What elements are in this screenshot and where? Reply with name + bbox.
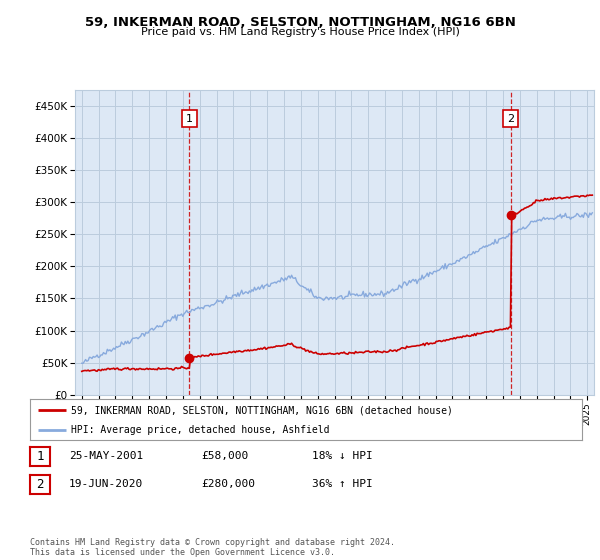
Text: £280,000: £280,000 bbox=[201, 479, 255, 489]
Text: HPI: Average price, detached house, Ashfield: HPI: Average price, detached house, Ashf… bbox=[71, 424, 330, 435]
Text: 36% ↑ HPI: 36% ↑ HPI bbox=[312, 479, 373, 489]
Text: 2: 2 bbox=[507, 114, 514, 124]
Text: Price paid vs. HM Land Registry's House Price Index (HPI): Price paid vs. HM Land Registry's House … bbox=[140, 27, 460, 37]
Text: 1: 1 bbox=[36, 450, 44, 463]
Text: 1: 1 bbox=[186, 114, 193, 124]
Text: 59, INKERMAN ROAD, SELSTON, NOTTINGHAM, NG16 6BN (detached house): 59, INKERMAN ROAD, SELSTON, NOTTINGHAM, … bbox=[71, 405, 453, 415]
Text: 59, INKERMAN ROAD, SELSTON, NOTTINGHAM, NG16 6BN: 59, INKERMAN ROAD, SELSTON, NOTTINGHAM, … bbox=[85, 16, 515, 29]
Text: 25-MAY-2001: 25-MAY-2001 bbox=[69, 451, 143, 461]
Text: £58,000: £58,000 bbox=[201, 451, 248, 461]
Text: 19-JUN-2020: 19-JUN-2020 bbox=[69, 479, 143, 489]
Text: 18% ↓ HPI: 18% ↓ HPI bbox=[312, 451, 373, 461]
Text: Contains HM Land Registry data © Crown copyright and database right 2024.
This d: Contains HM Land Registry data © Crown c… bbox=[30, 538, 395, 557]
Text: 2: 2 bbox=[36, 478, 44, 491]
